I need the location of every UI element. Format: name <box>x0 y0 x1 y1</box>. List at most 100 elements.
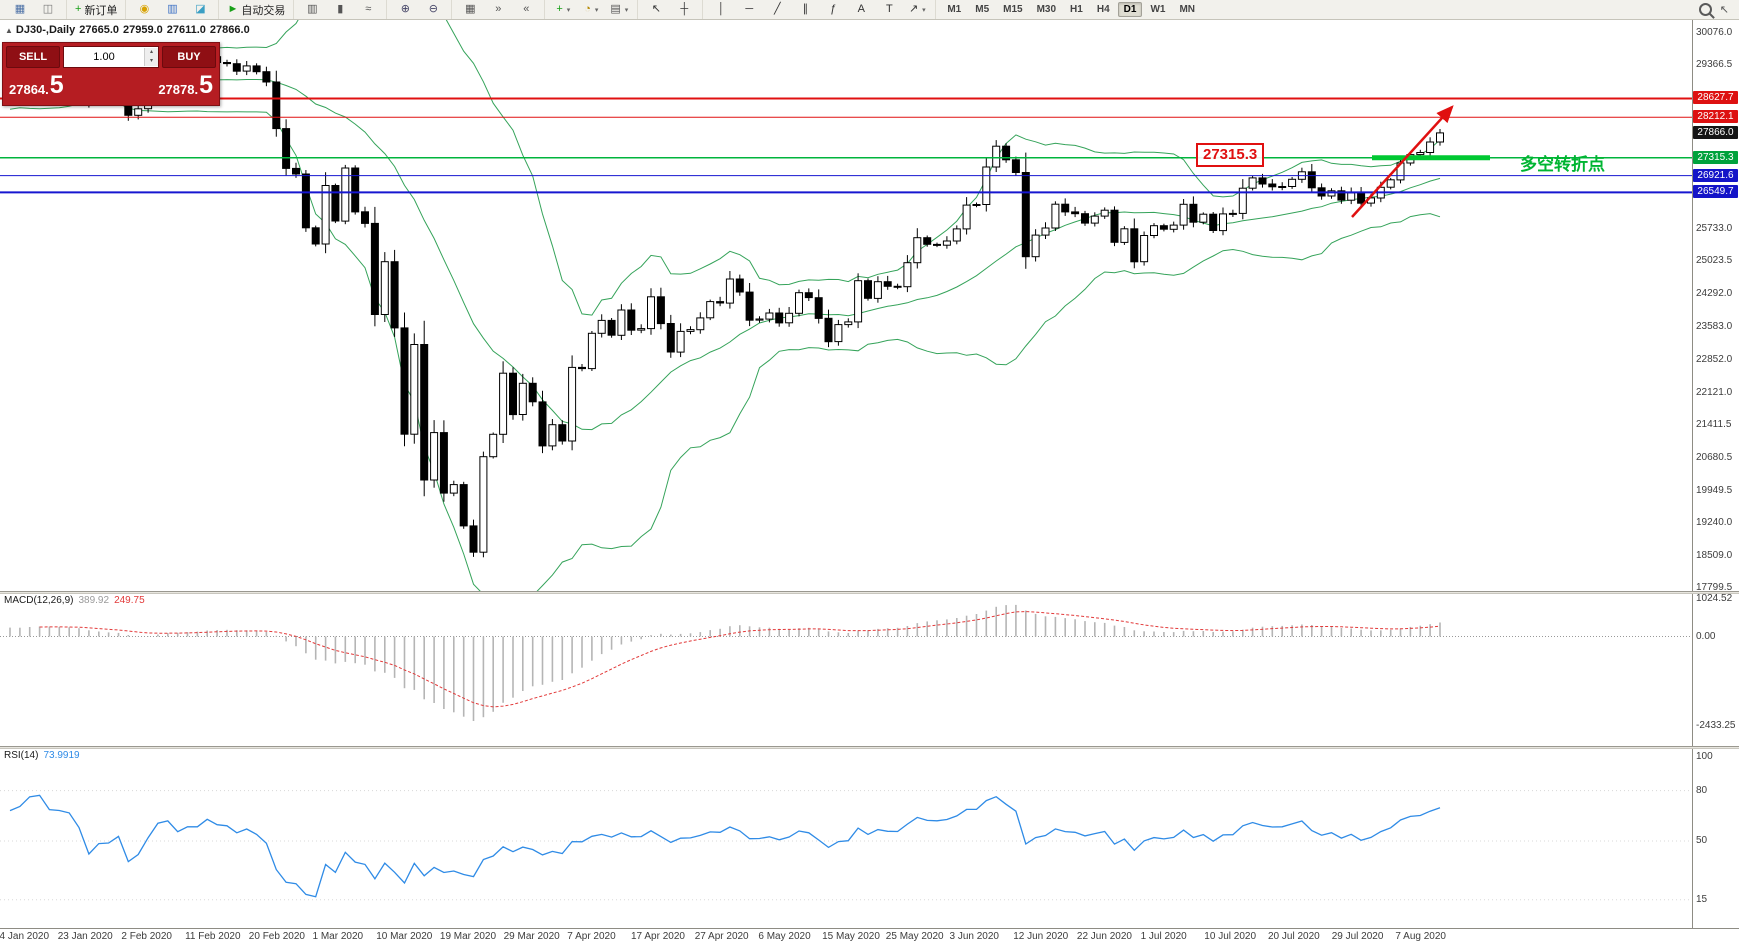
chart-bars-icon[interactable]: ▥ <box>298 0 326 19</box>
crosshair-icon[interactable]: ┼ <box>670 0 698 19</box>
templates-menu[interactable]: ▤ ▾ <box>605 0 633 19</box>
pointer-icon[interactable]: ↖ <box>1719 4 1729 16</box>
strategy-tester-icon: ◪ <box>195 3 206 15</box>
timeframe-m15[interactable]: M15 <box>1003 4 1023 15</box>
rsi-scale-tick: 100 <box>1696 751 1713 762</box>
candle-body <box>1110 209 1119 243</box>
candle-body <box>420 344 429 481</box>
price-level-badge: 26921.6 <box>1693 168 1738 182</box>
timeframe-mn[interactable]: MN <box>1179 4 1195 15</box>
candle-body <box>1081 213 1089 224</box>
text-icon[interactable]: A <box>847 0 875 19</box>
data-window-icon[interactable]: ▥ <box>158 0 186 19</box>
buy-price-big: 5 <box>199 71 213 99</box>
candle-body <box>292 167 300 175</box>
date-tick: 1 Mar 2020 <box>312 931 364 942</box>
vertical-line-icon[interactable]: │ <box>707 0 735 19</box>
rsi-scale-tick: 15 <box>1696 893 1708 905</box>
trend-arrow[interactable] <box>1351 105 1454 218</box>
candle-body <box>1041 227 1050 236</box>
timeframe-h1[interactable]: H1 <box>1070 4 1083 15</box>
timeframe-m30[interactable]: M30 <box>1036 4 1057 15</box>
candle-body <box>1150 225 1158 236</box>
candle-body <box>1071 211 1080 215</box>
sell-price[interactable]: 27864. 5 <box>9 73 64 102</box>
candle-body <box>1219 213 1227 232</box>
cursor-icon[interactable]: ↖ <box>642 0 670 19</box>
search-icon[interactable] <box>1698 3 1712 16</box>
timeframe-d1[interactable]: D1 <box>1117 2 1143 17</box>
rsi-scale-tick: 50 <box>1696 835 1708 846</box>
rsi-splitter[interactable] <box>0 746 1739 749</box>
level-price-label[interactable]: 27315.3 <box>1196 143 1265 167</box>
periods-menu[interactable]: ◔ ▾ <box>577 0 605 19</box>
label-icon[interactable]: T <box>875 0 903 19</box>
candle-body <box>1288 178 1297 188</box>
candle-body <box>1051 203 1060 229</box>
lot-size-input[interactable] <box>64 49 144 64</box>
arrows-menu[interactable]: ↗ ▾ <box>903 0 931 19</box>
strategy-tester-icon[interactable]: ◪ <box>186 0 214 19</box>
turning-point-text[interactable]: 多空转折点 <box>1520 155 1605 174</box>
candle-body <box>1189 203 1198 223</box>
one-click-trade-panel: SELL ▴ ▾ BUY 27864.5 27878.5 <box>2 42 220 106</box>
buy-button[interactable]: BUY <box>162 45 216 68</box>
lot-decrease-button[interactable]: ▾ <box>145 56 158 66</box>
timeframe-m5[interactable]: M5 <box>975 4 990 15</box>
channel-icon: ∥ <box>802 3 809 15</box>
candle-body <box>883 281 892 287</box>
zoom-out-icon[interactable]: ⊖ <box>419 0 447 19</box>
candle-body <box>518 382 527 415</box>
market-watch-icon[interactable]: ◉ <box>130 0 158 19</box>
price-axis[interactable]: 30076.0 29366.5 25733.0 25023.5 24292.0 23583… <box>1693 0 1739 928</box>
timeframe-w1[interactable]: W1 <box>1150 4 1166 15</box>
rsi-header: RSI(14) 73.9919 <box>4 750 80 761</box>
timeframe-m1[interactable]: M1 <box>947 4 962 15</box>
chart-shift-icon[interactable]: « <box>512 0 540 19</box>
date-axis[interactable]: 14 Jan 2020 23 Jan 2020 2 Feb 2020 11 Feb 2… <box>0 928 1739 944</box>
candle-body <box>1337 190 1346 201</box>
autotrading-button[interactable]: ► 自动交易 <box>223 0 289 19</box>
candle-body <box>785 312 794 324</box>
chart-candles-icon[interactable]: ▮ <box>326 0 354 19</box>
candle-body <box>913 237 922 264</box>
macd-panel-canvas[interactable] <box>0 594 1692 746</box>
new-chart-icon[interactable]: ▦ <box>6 0 34 19</box>
macd-splitter[interactable] <box>0 591 1739 594</box>
candle-body <box>272 81 281 130</box>
one-click-toggle-icon[interactable]: ▲ <box>5 26 13 35</box>
profiles-icon[interactable]: ◫ <box>34 0 62 19</box>
date-tick: 19 Mar 2020 <box>439 931 497 942</box>
candle-body <box>1130 228 1139 263</box>
candle-body <box>1386 179 1395 188</box>
zoom-in-icon[interactable]: ⊕ <box>391 0 419 19</box>
buy-price[interactable]: 27878. 5 <box>158 73 213 102</box>
candle-body <box>745 291 754 321</box>
price-axis-separator <box>1692 20 1693 928</box>
chart-line-icon: ≈ <box>365 3 372 15</box>
new-chart-icon: ▦ <box>14 3 26 15</box>
timeframe-h4[interactable]: H4 <box>1096 4 1110 15</box>
tile-windows-icon[interactable]: ▦ <box>456 0 484 19</box>
rsi-panel-canvas[interactable] <box>0 749 1692 928</box>
fibonacci-icon[interactable]: ƒ <box>819 0 847 19</box>
lot-increase-button[interactable]: ▴ <box>145 47 158 57</box>
candle-body <box>1307 171 1316 189</box>
chart-line-icon[interactable]: ≈ <box>354 0 382 19</box>
indicators-menu[interactable]: + ▾ <box>549 0 577 19</box>
candle-body <box>1031 234 1040 258</box>
candle-body <box>1228 212 1237 215</box>
candle-body <box>1100 209 1109 217</box>
trendline-icon[interactable]: ╱ <box>763 0 791 19</box>
main-chart-canvas[interactable] <box>0 20 1692 591</box>
new-order-button[interactable]: + 新订单 <box>71 0 121 19</box>
channel-icon[interactable]: ∥ <box>791 0 819 19</box>
auto-scroll-icon[interactable]: » <box>484 0 512 19</box>
sell-button[interactable]: SELL <box>6 45 60 68</box>
candle-body <box>242 65 251 72</box>
horizontal-line-icon[interactable]: ─ <box>735 0 763 19</box>
price-tick: 22121.0 <box>1696 386 1733 398</box>
candle-body <box>893 285 902 288</box>
candle-body <box>1179 203 1188 226</box>
macd-scale-tick: 1024.52 <box>1696 593 1733 604</box>
